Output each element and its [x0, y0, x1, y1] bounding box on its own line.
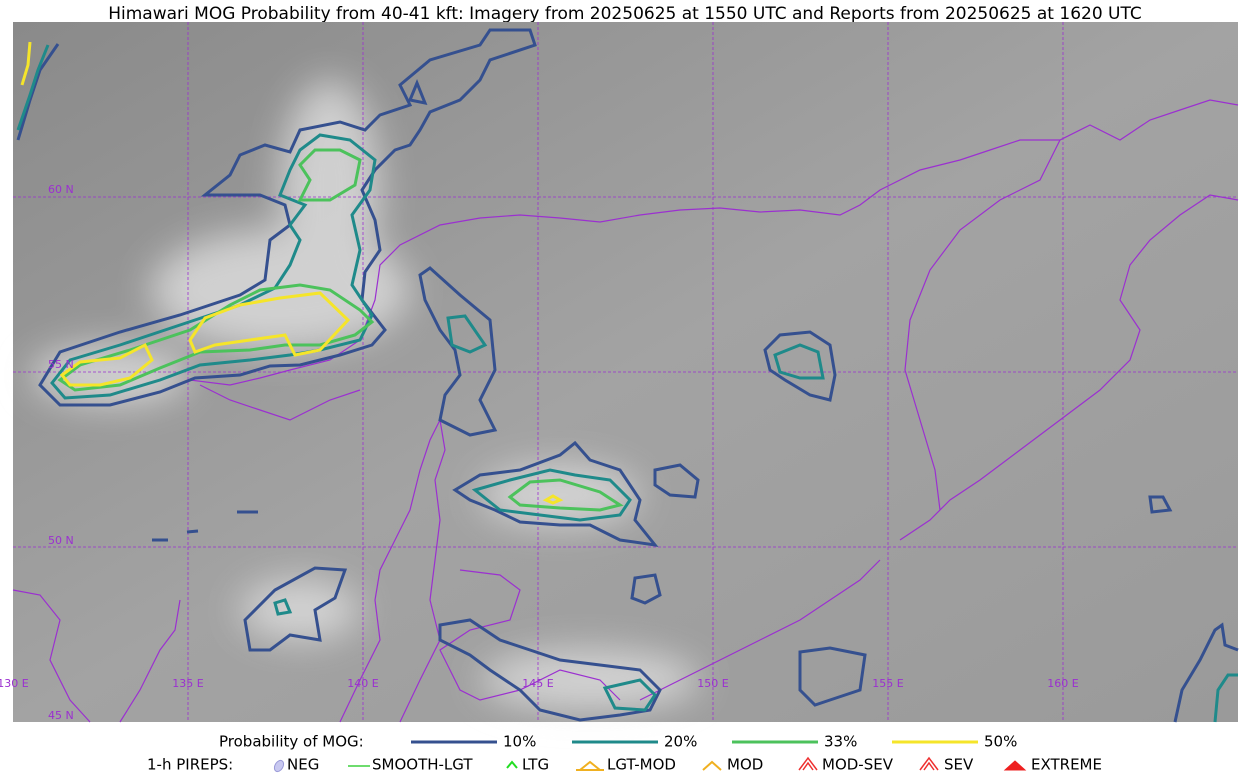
legend-label: 33%: [824, 733, 857, 751]
legend-label: 50%: [984, 733, 1017, 751]
map: 60 N 55 N 50 N 45 N 130 E 135 E 140 E 14…: [0, 22, 1239, 723]
contour-50: [20, 41, 32, 86]
coastline: [399, 419, 446, 723]
contour-10: [763, 330, 837, 402]
coastline: [904, 139, 1061, 511]
contour-20: [602, 678, 657, 712]
legend: Probability of MOG: 10% 20% 33% 50% 1-h …: [147, 733, 1102, 774]
title: Himawari MOG Probability from 40-41 kft:…: [108, 4, 1142, 24]
contour-10: [418, 266, 498, 437]
contour-10: [152, 510, 258, 542]
mog-contours: [16, 28, 1239, 723]
contour-50: [59, 342, 154, 387]
legend-label: 20%: [664, 733, 697, 751]
geo-labels: 60 N 55 N 50 N 45 N 130 E 135 E 140 E 14…: [0, 183, 1079, 722]
contour-20: [273, 598, 293, 616]
cloud-brightness: [30, 80, 700, 710]
contour-10: [798, 646, 867, 707]
cloud: [280, 80, 380, 300]
contour-33: [297, 148, 362, 202]
longitude-label: 155 E: [872, 677, 903, 690]
contour-33: [57, 283, 375, 392]
coastline: [639, 559, 881, 701]
contour-20: [471, 468, 632, 522]
pirep-icon: [919, 756, 939, 771]
contour-33: [507, 478, 624, 512]
longitude-label: 135 E: [172, 677, 203, 690]
contour-10: [243, 566, 348, 652]
legend-title: Probability of MOG:: [219, 733, 364, 751]
legend-label: NEG: [287, 756, 319, 774]
contour-10: [653, 463, 700, 499]
legend-label: LTG: [522, 756, 549, 774]
contour-50: [188, 291, 351, 357]
longitude-label: 145 E: [522, 677, 553, 690]
longitude-label: 140 E: [347, 677, 378, 690]
contour-20: [446, 314, 488, 354]
longitude-label: 160 E: [1047, 677, 1078, 690]
contour-20: [1213, 673, 1238, 723]
legend-label: EXTREME: [1031, 756, 1102, 774]
contour-10: [630, 573, 662, 605]
contour-10: [38, 28, 537, 407]
legend-label: SEV: [944, 756, 974, 774]
coastline: [199, 384, 361, 421]
latitude-label: 45 N: [48, 709, 74, 722]
coastlines: [12, 99, 1239, 723]
contour-20: [773, 343, 825, 380]
coastline: [339, 419, 441, 723]
longitude-label: 130 E: [0, 677, 29, 690]
latitude-label: 55 N: [48, 358, 74, 371]
coastline: [12, 589, 91, 723]
contour-50: [542, 494, 564, 505]
pirep-icon: [702, 760, 722, 771]
coastline: [119, 599, 181, 723]
latitude-label: 50 N: [48, 534, 74, 547]
contour-10: [438, 618, 662, 722]
contour-10: [407, 79, 428, 106]
contour-20: [16, 44, 50, 131]
contour-10: [16, 43, 60, 141]
coastline: [439, 569, 621, 701]
pirep-icon: [798, 756, 818, 771]
legend-label: MOD-SEV: [822, 756, 894, 774]
contour-20: [50, 133, 377, 400]
legend-label: 10%: [503, 733, 536, 751]
longitude-label: 150 E: [697, 677, 728, 690]
contour-10: [1173, 622, 1239, 723]
contour-10: [452, 440, 659, 548]
coastline: [899, 194, 1239, 541]
cloud: [480, 650, 700, 710]
legend-label: SMOOTH-LGT: [372, 756, 473, 774]
pirep-icon: [506, 760, 518, 769]
legend-label: MOD: [727, 756, 763, 774]
cloud: [240, 580, 360, 640]
pirep-icon: [1003, 760, 1027, 771]
contour-10: [1148, 495, 1173, 514]
legend-title: 1-h PIREPS:: [147, 756, 233, 774]
pirep-icon: [576, 760, 604, 771]
pirep-icon: [273, 759, 285, 773]
latitude-label: 60 N: [48, 183, 74, 196]
legend-label: LGT-MOD: [607, 756, 676, 774]
